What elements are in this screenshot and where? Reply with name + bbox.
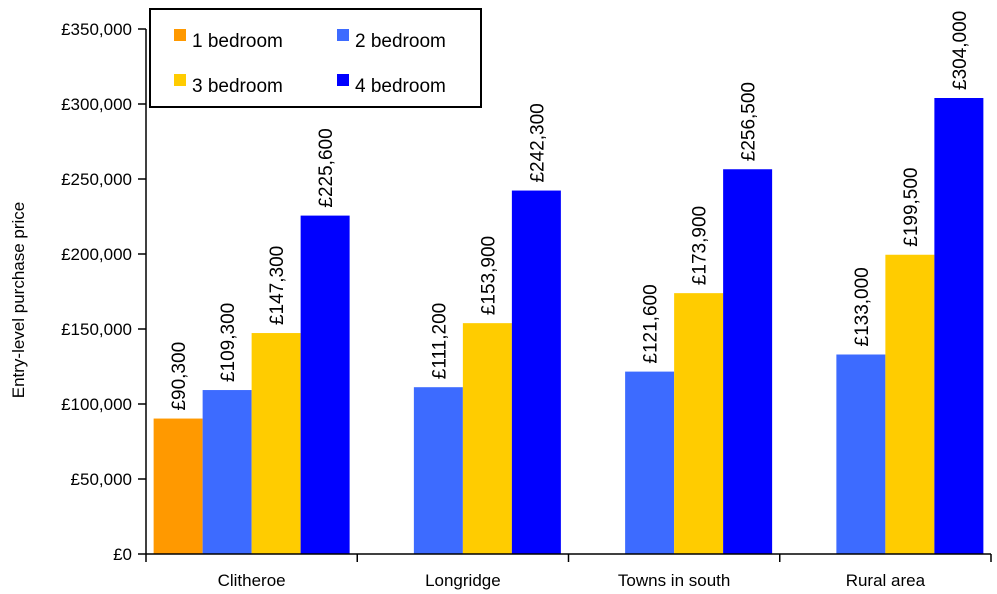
legend-label-3-bedroom: 3 bedroom (192, 76, 283, 97)
x-axis-categories: Clitheroe Longridge Towns in south Rural ar… (145, 554, 992, 590)
bar-3-bedroom-rural-area (885, 254, 935, 554)
data-label-4-bedroom-clitheroe: £225,600 (316, 128, 337, 207)
legend-label-2-bedroom: 2 bedroom (355, 31, 446, 52)
y-tick-label: £250,000 (61, 170, 132, 189)
data-label-3-bedroom-clitheroe: £147,300 (267, 246, 288, 325)
bar-3-bedroom-towns-in-south (674, 293, 724, 554)
y-axis-ticks: £0 £50,000 £100,000 £150,000 £200,000 £250,00… (61, 20, 146, 564)
data-label-2-bedroom-rural-area: £133,000 (852, 267, 873, 346)
bar-4-bedroom-clitheroe (300, 215, 350, 554)
data-labels: £90,300 £109,300 £147,300 £225,600 £111,200 £… (169, 11, 971, 411)
data-label-4-bedroom-towns-in-south: £256,500 (739, 82, 760, 161)
bar-2-bedroom-clitheroe (202, 390, 252, 554)
data-label-3-bedroom-longridge: £153,900 (478, 236, 499, 315)
data-label-3-bedroom-towns-in-south: £173,900 (690, 206, 711, 285)
legend-swatch-2-bedroom (337, 29, 349, 41)
legend-swatch-4-bedroom (337, 74, 349, 86)
data-label-2-bedroom-longridge: £111,200 (429, 303, 450, 379)
data-label-2-bedroom-towns-in-south: £121,600 (641, 284, 662, 363)
data-label-1-bedroom-clitheroe: £90,300 (169, 342, 190, 411)
data-label-4-bedroom-longridge: £242,300 (527, 103, 548, 182)
y-tick-label: £200,000 (61, 245, 132, 264)
bars (153, 98, 984, 555)
bar-2-bedroom-longridge (413, 387, 463, 554)
bar-3-bedroom-longridge (462, 323, 512, 554)
bar-3-bedroom-clitheroe (251, 333, 301, 554)
legend-swatch-1-bedroom (174, 29, 186, 41)
bar-4-bedroom-towns-in-south (723, 169, 773, 554)
x-tick-label: Clitheroe (218, 571, 286, 590)
bar-1-bedroom-clitheroe (153, 418, 203, 554)
y-tick-label: £50,000 (71, 470, 132, 489)
bar-4-bedroom-longridge (511, 190, 561, 555)
y-axis-label: Entry-level purchase price (9, 202, 28, 399)
data-label-2-bedroom-clitheroe: £109,300 (218, 303, 239, 382)
legend-label-4-bedroom: 4 bedroom (355, 76, 446, 97)
data-label-4-bedroom-rural-area: £304,000 (950, 11, 971, 90)
bar-4-bedroom-rural-area (934, 98, 984, 554)
y-tick-label: £0 (113, 545, 132, 564)
bar-2-bedroom-rural-area (836, 354, 886, 554)
legend-box (149, 8, 482, 108)
legend-swatch-3-bedroom (174, 74, 186, 86)
data-label-3-bedroom-rural-area: £199,500 (901, 168, 922, 247)
x-tick-label: Towns in south (618, 571, 730, 590)
y-tick-label: £150,000 (61, 320, 132, 339)
x-tick-label: Longridge (425, 571, 501, 590)
y-tick-label: £350,000 (61, 20, 132, 39)
y-tick-label: £300,000 (61, 95, 132, 114)
legend: 1 bedroom 2 bedroom 3 bedroom 4 bedroom (149, 8, 482, 108)
y-tick-label: £100,000 (61, 395, 132, 414)
x-tick-label: Rural area (846, 571, 926, 590)
legend-label-1-bedroom: 1 bedroom (192, 31, 283, 52)
bar-2-bedroom-towns-in-south (625, 371, 675, 554)
